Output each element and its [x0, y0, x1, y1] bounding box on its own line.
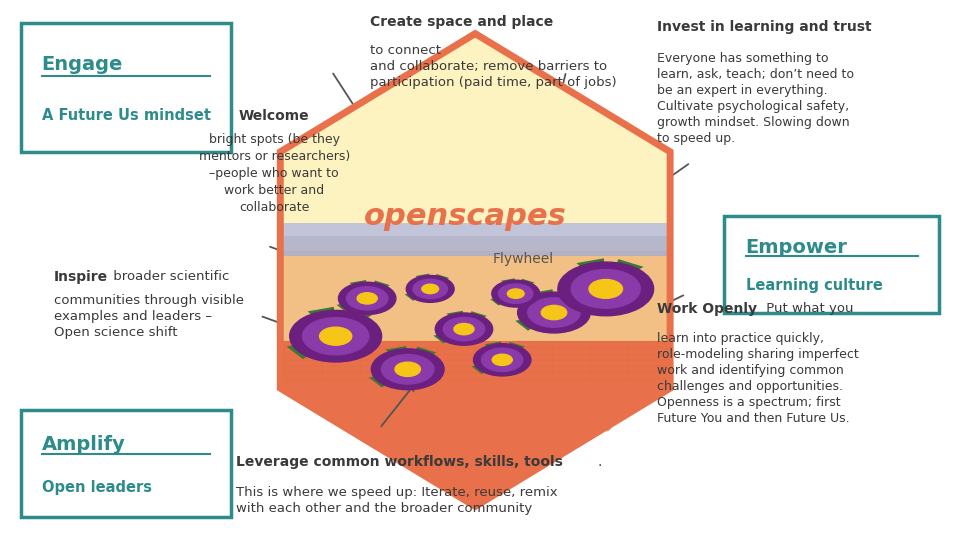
Text: Leverage common workflows, skills, tools: Leverage common workflows, skills, tools [236, 455, 563, 469]
Text: learn into practice quickly,
role-modeling sharing imperfect
work and identifyin: learn into practice quickly, role-modeli… [657, 332, 859, 425]
Circle shape [589, 280, 622, 298]
Text: Learning culture: Learning culture [746, 279, 882, 293]
Text: This is where we speed up: Iterate, reuse, remix
with each other and the broader: This is where we speed up: Iterate, reus… [236, 486, 558, 515]
Text: bright spots (be they
mentors or researchers)
–people who want to
work better an: bright spots (be they mentors or researc… [199, 133, 349, 214]
Circle shape [302, 318, 369, 355]
Polygon shape [555, 289, 606, 313]
Polygon shape [433, 329, 464, 343]
Polygon shape [280, 33, 670, 251]
Text: .: . [598, 455, 602, 469]
Text: Put what you: Put what you [762, 302, 853, 315]
Circle shape [435, 313, 492, 345]
FancyBboxPatch shape [724, 217, 940, 313]
Circle shape [347, 287, 388, 310]
Polygon shape [532, 289, 554, 313]
Polygon shape [502, 342, 525, 360]
Circle shape [413, 279, 447, 299]
Text: openscapes: openscapes [364, 202, 567, 231]
Text: Inspire: Inspire [54, 270, 108, 284]
Circle shape [395, 362, 420, 376]
Polygon shape [386, 346, 408, 369]
Polygon shape [471, 360, 502, 374]
FancyBboxPatch shape [20, 410, 231, 517]
Circle shape [517, 292, 590, 333]
Text: to connect
and collaborate; remove barriers to
participation (paid time, part of: to connect and collaborate; remove barri… [370, 44, 616, 89]
FancyBboxPatch shape [20, 23, 231, 152]
Text: Work Openly: Work Openly [657, 302, 757, 316]
Circle shape [320, 327, 351, 345]
Polygon shape [430, 274, 449, 289]
Circle shape [406, 275, 454, 302]
Circle shape [473, 343, 531, 376]
Text: Create space and place: Create space and place [370, 15, 553, 29]
Circle shape [444, 318, 485, 341]
Polygon shape [369, 369, 408, 387]
Circle shape [541, 306, 566, 320]
Polygon shape [464, 311, 487, 329]
Circle shape [290, 310, 382, 362]
Circle shape [454, 323, 474, 335]
Circle shape [498, 284, 533, 303]
Text: openscapes.org: openscapes.org [528, 390, 613, 433]
Circle shape [372, 349, 444, 390]
Polygon shape [280, 251, 670, 341]
Text: Amplify: Amplify [41, 435, 126, 454]
Circle shape [339, 282, 396, 314]
Polygon shape [280, 222, 670, 256]
Polygon shape [516, 279, 535, 294]
Text: Invest in learning and trust: Invest in learning and trust [657, 20, 872, 34]
Polygon shape [491, 294, 516, 306]
Polygon shape [485, 341, 502, 360]
Circle shape [558, 262, 654, 316]
Polygon shape [501, 278, 516, 294]
Polygon shape [606, 259, 643, 289]
Text: broader scientific: broader scientific [108, 270, 229, 283]
Polygon shape [554, 290, 583, 313]
Circle shape [482, 348, 523, 372]
Polygon shape [287, 336, 336, 359]
Circle shape [421, 284, 439, 294]
Polygon shape [337, 299, 367, 313]
Text: Flywheel: Flywheel [492, 252, 554, 266]
Text: Welcome: Welcome [239, 109, 309, 123]
Polygon shape [408, 347, 437, 369]
Circle shape [381, 355, 434, 384]
Circle shape [492, 280, 540, 307]
Text: communities through visible
examples and leaders –
Open science shift: communities through visible examples and… [54, 294, 244, 339]
Text: A Future Us mindset: A Future Us mindset [41, 108, 210, 123]
Text: Engage: Engage [41, 55, 123, 73]
Polygon shape [516, 313, 554, 330]
Text: Everyone has something to
learn, ask, teach; don’t need to
be an expert in every: Everyone has something to learn, ask, te… [657, 52, 854, 145]
Polygon shape [349, 280, 367, 299]
Polygon shape [280, 33, 670, 507]
Text: Empower: Empower [746, 238, 848, 256]
Circle shape [492, 354, 513, 366]
Polygon shape [446, 310, 464, 329]
Circle shape [528, 298, 580, 327]
Polygon shape [307, 307, 336, 336]
Text: Open leaders: Open leaders [41, 480, 152, 495]
Circle shape [357, 293, 377, 304]
Polygon shape [405, 289, 430, 301]
Polygon shape [416, 274, 430, 289]
Polygon shape [336, 308, 372, 336]
Polygon shape [367, 280, 390, 299]
Polygon shape [576, 258, 606, 289]
Circle shape [571, 269, 640, 308]
Circle shape [507, 289, 524, 298]
Polygon shape [280, 222, 670, 236]
